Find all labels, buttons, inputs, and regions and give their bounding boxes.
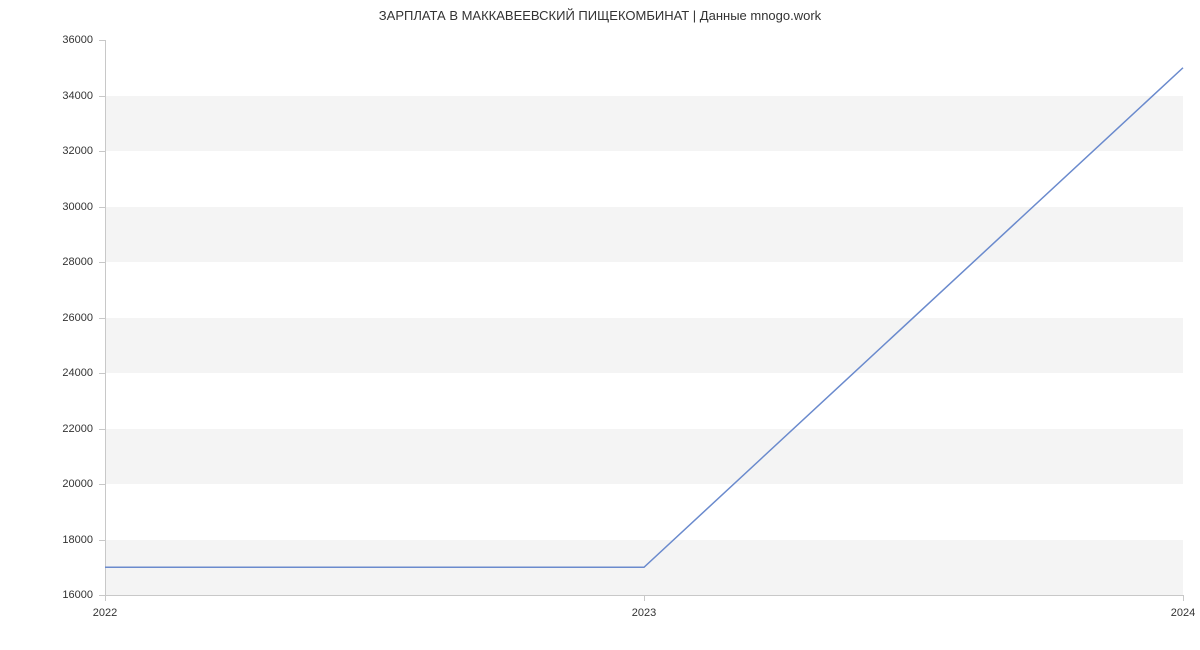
y-tick-label: 16000 (43, 589, 93, 601)
plot-area: 1600018000200002200024000260002800030000… (105, 40, 1183, 595)
y-tick-label: 34000 (43, 90, 93, 102)
y-tick-label: 26000 (43, 312, 93, 324)
y-tick-label: 20000 (43, 478, 93, 490)
y-tick-label: 32000 (43, 145, 93, 157)
x-tick (644, 595, 645, 601)
x-tick-label: 2024 (1171, 607, 1195, 619)
x-tick-label: 2023 (632, 607, 656, 619)
y-tick-label: 24000 (43, 367, 93, 379)
chart-title: ЗАРПЛАТА В МАККАВЕЕВСКИЙ ПИЩЕКОМБИНАТ | … (0, 8, 1200, 23)
line-layer (105, 40, 1183, 595)
x-tick (105, 595, 106, 601)
y-tick-label: 22000 (43, 423, 93, 435)
x-tick (1183, 595, 1184, 601)
y-tick-label: 36000 (43, 34, 93, 46)
x-tick-label: 2022 (93, 607, 117, 619)
y-tick-label: 28000 (43, 256, 93, 268)
y-tick-label: 30000 (43, 201, 93, 213)
y-tick-label: 18000 (43, 534, 93, 546)
series-line (105, 68, 1183, 568)
chart-container: ЗАРПЛАТА В МАККАВЕЕВСКИЙ ПИЩЕКОМБИНАТ | … (0, 0, 1200, 650)
